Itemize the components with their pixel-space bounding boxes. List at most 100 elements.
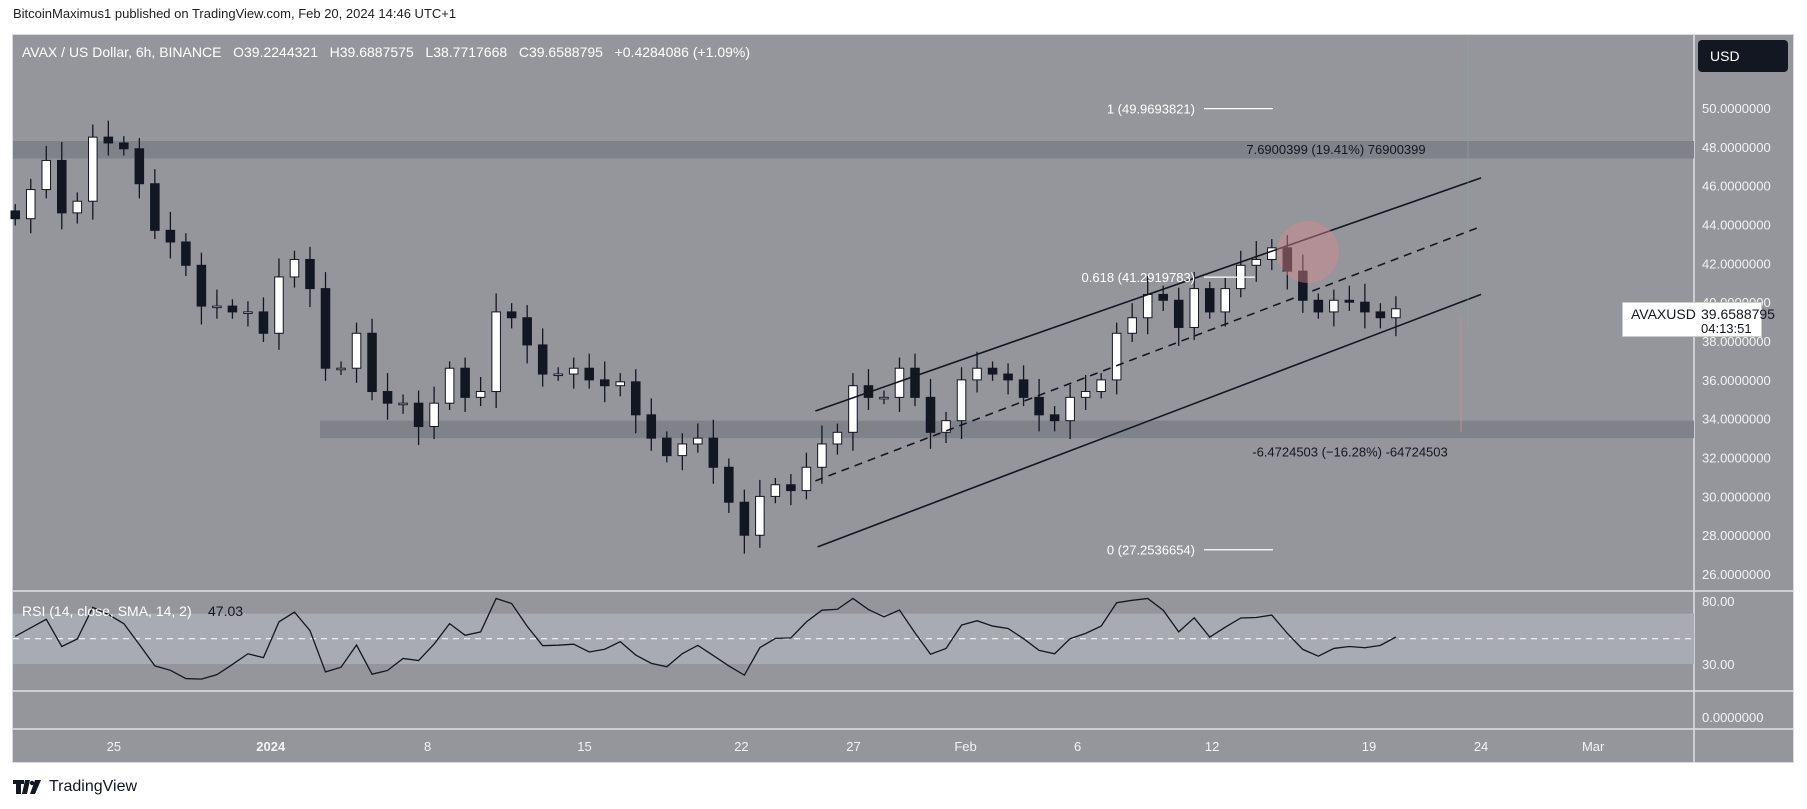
candle-up (1220, 288, 1231, 313)
highlight-circle (1277, 221, 1339, 283)
legend-open: O39.2244321 (233, 44, 318, 60)
candle-down (227, 305, 238, 313)
candle-up (41, 159, 52, 191)
price-tick: 34.0000000 (1702, 412, 1771, 427)
candle-up (755, 495, 765, 536)
legend-high: H39.6887575 (329, 44, 414, 60)
candle-up (398, 402, 408, 406)
candle-down (57, 159, 67, 214)
candle-down (1034, 396, 1044, 416)
candle-up (1065, 396, 1075, 422)
candle-down (506, 311, 517, 319)
candle-up (848, 385, 858, 433)
candle-down (1173, 299, 1184, 328)
candle-down (599, 379, 610, 387)
candle-down (103, 136, 114, 144)
candle-down (165, 229, 176, 243)
time-tick: Feb (954, 739, 976, 754)
tradingview-logo-icon (13, 780, 41, 794)
candle-down (460, 367, 470, 398)
candle-up (491, 311, 501, 393)
candle-up (336, 367, 346, 371)
candle-up (274, 276, 284, 334)
candle-down (1375, 311, 1386, 319)
candle-up (879, 396, 889, 400)
candle-up (72, 200, 83, 214)
legend-change: +0.4284086 (+1.09%) (614, 44, 751, 60)
candle-down (1313, 299, 1324, 313)
candle-up (801, 466, 812, 492)
candle-down (258, 311, 269, 334)
candle-down (537, 344, 548, 375)
measure-up-label: 7.6900399 (19.41%) 76900399 (1246, 142, 1425, 157)
candle-up (429, 402, 439, 427)
symbol-legend: AVAX / US Dollar, 6h, BINANCE O39.224432… (22, 44, 750, 60)
candle-up (1267, 247, 1277, 260)
rsi-value: 47.03 (208, 603, 243, 619)
candle-down (181, 241, 191, 266)
candle-down (196, 264, 207, 307)
price-tick: 38.0000000 (1702, 334, 1771, 349)
candle-up (1329, 299, 1339, 313)
candle-up (832, 431, 843, 445)
time-tick: 2024 (256, 739, 286, 754)
candle-down (522, 317, 532, 346)
candle-up (956, 379, 967, 422)
time-tick: 12 (1205, 739, 1219, 754)
candle-up (1391, 308, 1401, 319)
currency-button[interactable]: USD (1698, 40, 1788, 72)
candle-up (553, 373, 563, 377)
candle-down (413, 402, 424, 427)
candle-up (1111, 332, 1122, 381)
last-price-label: AVAXUSD 39.6588795 04:13:51 (1622, 302, 1775, 337)
candle-up (817, 443, 827, 468)
legend-symbol: AVAX / US Dollar, 6h, BINANCE (22, 44, 222, 60)
candle-up (615, 381, 626, 387)
candle-down (739, 501, 750, 536)
candle-up (1127, 317, 1137, 334)
candle-down (786, 484, 796, 492)
candle-down (1204, 288, 1215, 313)
rsi-tick: 80.00 (1702, 594, 1735, 609)
candle-down (1158, 293, 1168, 301)
candle-up (444, 367, 455, 404)
candle-down (1360, 301, 1370, 313)
zone-support (320, 420, 1694, 439)
time-tick: 24 (1474, 739, 1488, 754)
candle-up (770, 484, 781, 497)
time-tick: 15 (577, 739, 591, 754)
candle-down (910, 367, 920, 398)
candle-down (987, 367, 998, 375)
price-tick: 46.0000000 (1702, 179, 1771, 194)
candle-up (351, 332, 362, 369)
candle-down (367, 332, 377, 393)
candle-down (708, 437, 719, 468)
candle-up (1080, 391, 1091, 398)
candle-down (1018, 379, 1029, 398)
candle-down (10, 210, 21, 220)
price-tick: 36.0000000 (1702, 373, 1771, 388)
time-tick: 19 (1362, 739, 1376, 754)
candle-down (305, 258, 315, 290)
candle-up (1142, 293, 1153, 319)
price-label-countdown: 04:13:51 (1701, 321, 1752, 336)
time-tick: 27 (846, 739, 860, 754)
third-pane-tick: 0.0000000 (1702, 710, 1763, 725)
rsi-tick: 30.00 (1702, 657, 1735, 672)
price-tick: 28.0000000 (1702, 528, 1771, 543)
channel-lower-line (817, 293, 1482, 548)
candle-down (662, 437, 672, 457)
candle-down (150, 183, 160, 231)
candle-up (1096, 379, 1106, 393)
price-tick: 50.0000000 (1702, 101, 1771, 116)
candle-down (1298, 270, 1308, 301)
candle-down (1049, 414, 1060, 422)
candle-down (320, 288, 331, 369)
footer-brand[interactable]: TradingView (13, 778, 137, 796)
candle-up (1251, 258, 1262, 266)
time-tick: 22 (734, 739, 748, 754)
legend-low: L38.7717668 (425, 44, 508, 60)
time-tick: Mar (1582, 739, 1605, 754)
price-tick: 42.0000000 (1702, 256, 1771, 271)
